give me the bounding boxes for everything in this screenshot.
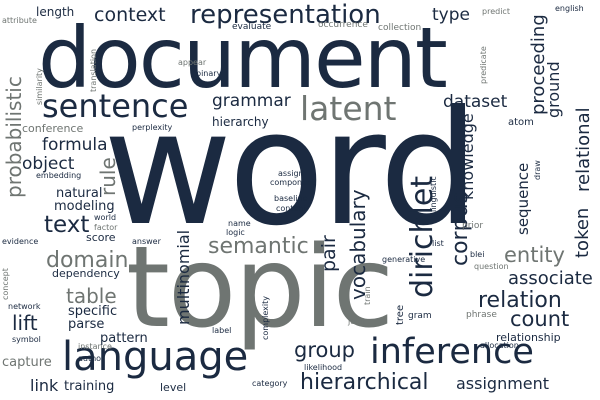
word-relation: relation [478,288,562,313]
word-tree: tree [395,304,406,325]
word-context: context [94,4,166,26]
word-text: text [44,212,90,238]
word-answer: answer [132,237,161,246]
word-label: label [212,326,232,335]
word-linguistic: linguistic [429,176,438,212]
word-link: link [30,376,59,395]
word-complexity: complexity [261,296,270,340]
word-vocabulary: vocabulary [346,189,370,300]
word-hierarchical: hierarchical [300,370,429,395]
word-generative: generative [382,255,426,264]
word-collection: collection [378,23,422,33]
word-capture: capture [2,355,52,370]
word-assignment: assignment [456,374,550,393]
word-english: english [555,4,584,13]
word-pattern: pattern [100,331,148,346]
word-predicate: predicate [479,46,488,84]
word-probabilistic: probabilistic [2,76,26,198]
word-blei: blei [470,250,485,259]
word-token: token [572,207,593,258]
word-inference: inference [370,332,534,372]
word-formula: formula [42,135,108,155]
word-entity: entity [504,243,565,267]
word-allocation: allocation [480,341,519,350]
word-content: content [276,204,307,213]
word-level: level [160,381,187,394]
word-dataset: dataset [443,92,508,112]
word-relational: relational [573,107,594,192]
word-dependency: dependency [52,267,120,280]
word-score: score [86,231,116,244]
word-translation: translation [89,48,98,92]
word-training: training [64,379,115,394]
word-phrase: phrase [466,310,497,320]
word-concept: concept [1,268,10,300]
word-relationship: relationship [496,331,561,344]
word-sentence: sentence [42,87,189,125]
word-category: category [252,379,288,388]
word-list: list [432,239,444,248]
word-prior: prior [462,221,484,231]
word-evaluate: evaluate [232,22,272,32]
word-baseline: baseline [274,194,308,203]
word-author: author [78,354,105,363]
word-perplexity: perplexity [132,123,173,132]
word-component: component [270,178,316,187]
word-conference: conference [22,122,84,135]
word-topic: topic [126,223,394,353]
word-binary: binary [196,69,222,78]
word-semantic: semantic [208,234,309,259]
word-group: group [294,338,355,362]
word-length: length [36,5,75,19]
word-predict: predict [482,7,510,16]
word-world: world [94,213,117,222]
word-occurrence: occurrence [318,20,368,30]
word-count: count [510,307,570,331]
word-embedding: embedding [36,171,82,180]
word-draw: draw [533,160,542,180]
word-likelihood: likelihood [304,363,343,372]
word-network: network [8,302,41,311]
word-domain: domain [46,248,129,273]
word-attribute: attribute [2,16,37,25]
word-sequence: sequence [514,162,532,235]
word-name: name [228,219,251,228]
word-logic: logic [226,228,245,237]
word-hierarchy: hierarchy [212,115,269,129]
word-word: word [103,77,479,261]
word-object: object [22,154,75,174]
word-appear: appear [178,58,207,67]
word-specific: specific [68,304,118,319]
word-latent: latent [300,89,397,128]
word-atom: atom [508,117,534,128]
word-representation: representation [190,0,381,30]
word-knowledge: knowledge [458,113,477,200]
word-factor: factor [94,223,118,232]
word-symbol: symbol [12,335,41,344]
word-grammar: grammar [212,91,291,111]
word-question: question [474,262,509,271]
word-natural: natural [56,186,103,201]
word-table: table [66,284,117,308]
word-type: type [432,5,470,25]
word-associate: associate [508,268,593,289]
word-train: train [363,286,372,305]
word-pair: pair [318,235,340,272]
word-multinomial: multinomial [174,229,193,325]
word-similarity: similarity [35,68,44,105]
word-evidence: evidence [2,237,39,246]
word-instance: instance [78,342,112,351]
word-gram: gram [408,311,432,321]
word-language: language [62,334,249,380]
word-parse: parse [68,317,105,332]
word-document: document [38,9,448,107]
word-assign: assign [278,169,304,178]
word-ground: ground [544,61,563,118]
word-joint: joint [348,317,366,326]
word-modeling: modeling [54,199,115,214]
word-lift: lift [12,311,38,335]
